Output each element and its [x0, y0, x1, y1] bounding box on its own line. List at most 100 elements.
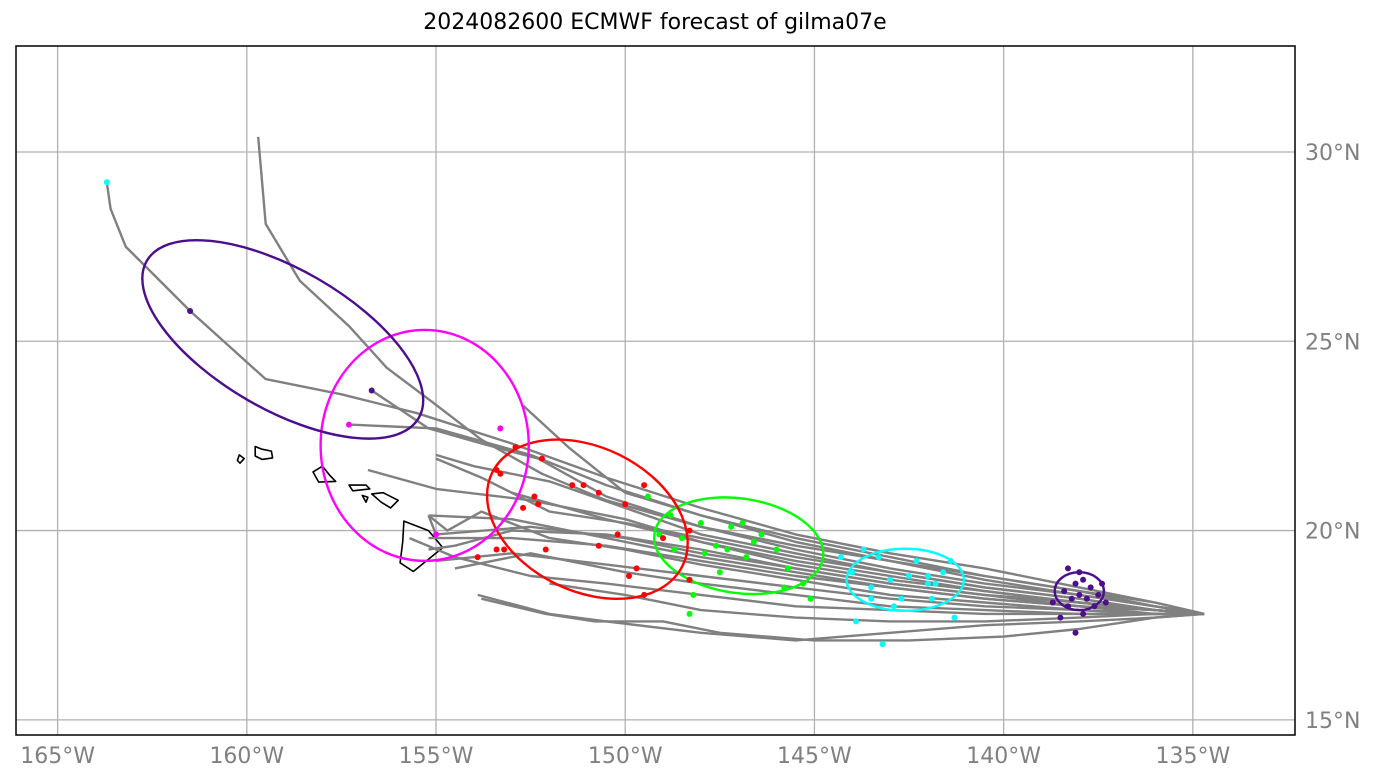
forecast-position-day3 — [743, 554, 750, 561]
forecast-position-day4 — [641, 591, 648, 598]
forecast-position-day5 — [497, 425, 504, 432]
forecast-position-day2 — [868, 584, 875, 591]
forecast-position-day1 — [1080, 610, 1087, 617]
forecast-position-day2 — [860, 546, 867, 553]
lon-tick-label: 150°W — [588, 744, 663, 769]
forecast-position-day5 — [433, 531, 440, 538]
island-outline — [312, 465, 337, 483]
forecast-position-day3 — [671, 546, 678, 553]
uncertainty-ellipse-day3 — [652, 496, 825, 596]
forecast-position-day6 — [187, 308, 194, 314]
ensemble-track — [371, 389, 1205, 616]
forecast-position-day3 — [656, 531, 663, 538]
island-outline — [348, 484, 371, 492]
forecast-position-day4 — [626, 573, 633, 579]
uncertainty-ellipse-day2 — [845, 547, 966, 613]
island-outline — [254, 445, 274, 461]
forecast-position-day4 — [520, 504, 527, 511]
lat-tick-label: 20°N — [1305, 520, 1360, 545]
forecast-position-day2 — [913, 557, 920, 564]
lat-tick-label: 15°N — [1305, 709, 1360, 734]
forecast-position-day1 — [1102, 599, 1109, 606]
forecast-position-day4 — [497, 470, 504, 477]
forecast-position-day2 — [875, 554, 882, 561]
forecast-position-day4 — [542, 546, 549, 553]
lon-tick-label: 135°W — [1155, 744, 1230, 769]
forecast-position-day3 — [716, 569, 723, 576]
forecast-position-day1 — [1099, 580, 1106, 587]
forecast-position-day2 — [890, 603, 897, 610]
forecast-position-day2 — [924, 573, 931, 579]
ensemble-track — [549, 582, 1205, 623]
lon-tick-label: 160°W — [209, 744, 284, 769]
lon-tick-label: 145°W — [777, 744, 852, 769]
island-outline — [361, 494, 369, 504]
ensemble-track — [522, 404, 1205, 616]
forecast-position-day4 — [641, 482, 648, 489]
forecast-position-day3 — [807, 595, 814, 602]
forecast-position-day4 — [633, 565, 640, 572]
island-outline — [399, 520, 444, 573]
forecast-position-day2 — [837, 554, 844, 561]
forecast-position-day3 — [728, 523, 735, 530]
forecast-position-day3 — [667, 512, 674, 519]
lat-tick-label: 30°N — [1305, 141, 1360, 166]
forecast-position-day3 — [750, 538, 757, 545]
forecast-position-day5 — [345, 421, 352, 428]
ensemble-track — [427, 514, 1205, 616]
ensemble-track — [257, 136, 1205, 616]
forecast-position-day4 — [538, 455, 545, 462]
forecast-position-day2 — [951, 614, 958, 621]
forecast-position-day2 — [947, 557, 954, 564]
forecast-position-day3 — [773, 546, 780, 553]
tick-labels: 165°W 160°W 155°W 150°W 145°W 140°W 135°W 15°N 2… — [20, 141, 1360, 769]
forecast-position-day4 — [595, 489, 602, 496]
forecast-position-day6 — [368, 387, 375, 394]
forecast-position-day2 — [853, 618, 860, 625]
forecast-position-day3 — [800, 580, 807, 587]
island-outline — [370, 491, 400, 509]
forecast-position-day4 — [535, 501, 542, 508]
map-frame — [15, 45, 1296, 736]
forecast-position-day2 — [868, 595, 875, 602]
forecast-position-day2 — [898, 595, 905, 602]
forecast-position-day4 — [580, 482, 587, 489]
uncertainty-ellipses — [141, 238, 1106, 613]
graticule — [16, 46, 1295, 735]
forecast-position-day1 — [1064, 565, 1071, 572]
forecast-position-day3 — [781, 584, 788, 591]
forecast-position-day1 — [1076, 591, 1083, 598]
forecast-position-day1 — [1072, 629, 1079, 636]
lon-tick-label: 140°W — [966, 744, 1041, 769]
forecast-position-day1 — [1061, 588, 1068, 595]
ensemble-track — [409, 536, 1205, 616]
forecast-position-day1 — [1072, 580, 1079, 587]
hawaii-coastline — [236, 445, 444, 573]
uncertainty-ellipse-day5 — [319, 328, 530, 563]
forecast-position-day3 — [784, 565, 791, 572]
forecast-position-day1 — [1076, 569, 1083, 576]
forecast-position-day3 — [713, 542, 720, 549]
forecast-position-day1 — [1057, 614, 1064, 621]
forecast-position-day2 — [924, 580, 931, 587]
forecast-position-day1 — [1049, 599, 1056, 606]
forecast-position-day3 — [724, 546, 731, 553]
forecast-position-day4 — [501, 546, 508, 553]
uncertainty-ellipse-day4 — [485, 438, 689, 601]
forecast-position-day3 — [678, 535, 685, 542]
forecast-position-day1 — [1080, 576, 1087, 583]
forecast-position-day4 — [686, 527, 693, 534]
uncertainty-ellipse-day6 — [141, 238, 425, 440]
forecast-position-day2 — [879, 641, 886, 648]
forecast-position-day3 — [701, 550, 708, 557]
forecast-position-day2 — [932, 580, 939, 587]
forecast-position-day2 — [928, 595, 935, 602]
ensemble-track — [105, 182, 1205, 616]
forecast-position-day3 — [758, 531, 765, 538]
forecast-position-day1 — [1087, 584, 1094, 591]
forecast-position-day3 — [739, 520, 746, 526]
forecast-position-day2 — [940, 569, 947, 576]
forecast-position-day3 — [644, 493, 651, 500]
lat-tick-label: 25°N — [1305, 330, 1360, 355]
